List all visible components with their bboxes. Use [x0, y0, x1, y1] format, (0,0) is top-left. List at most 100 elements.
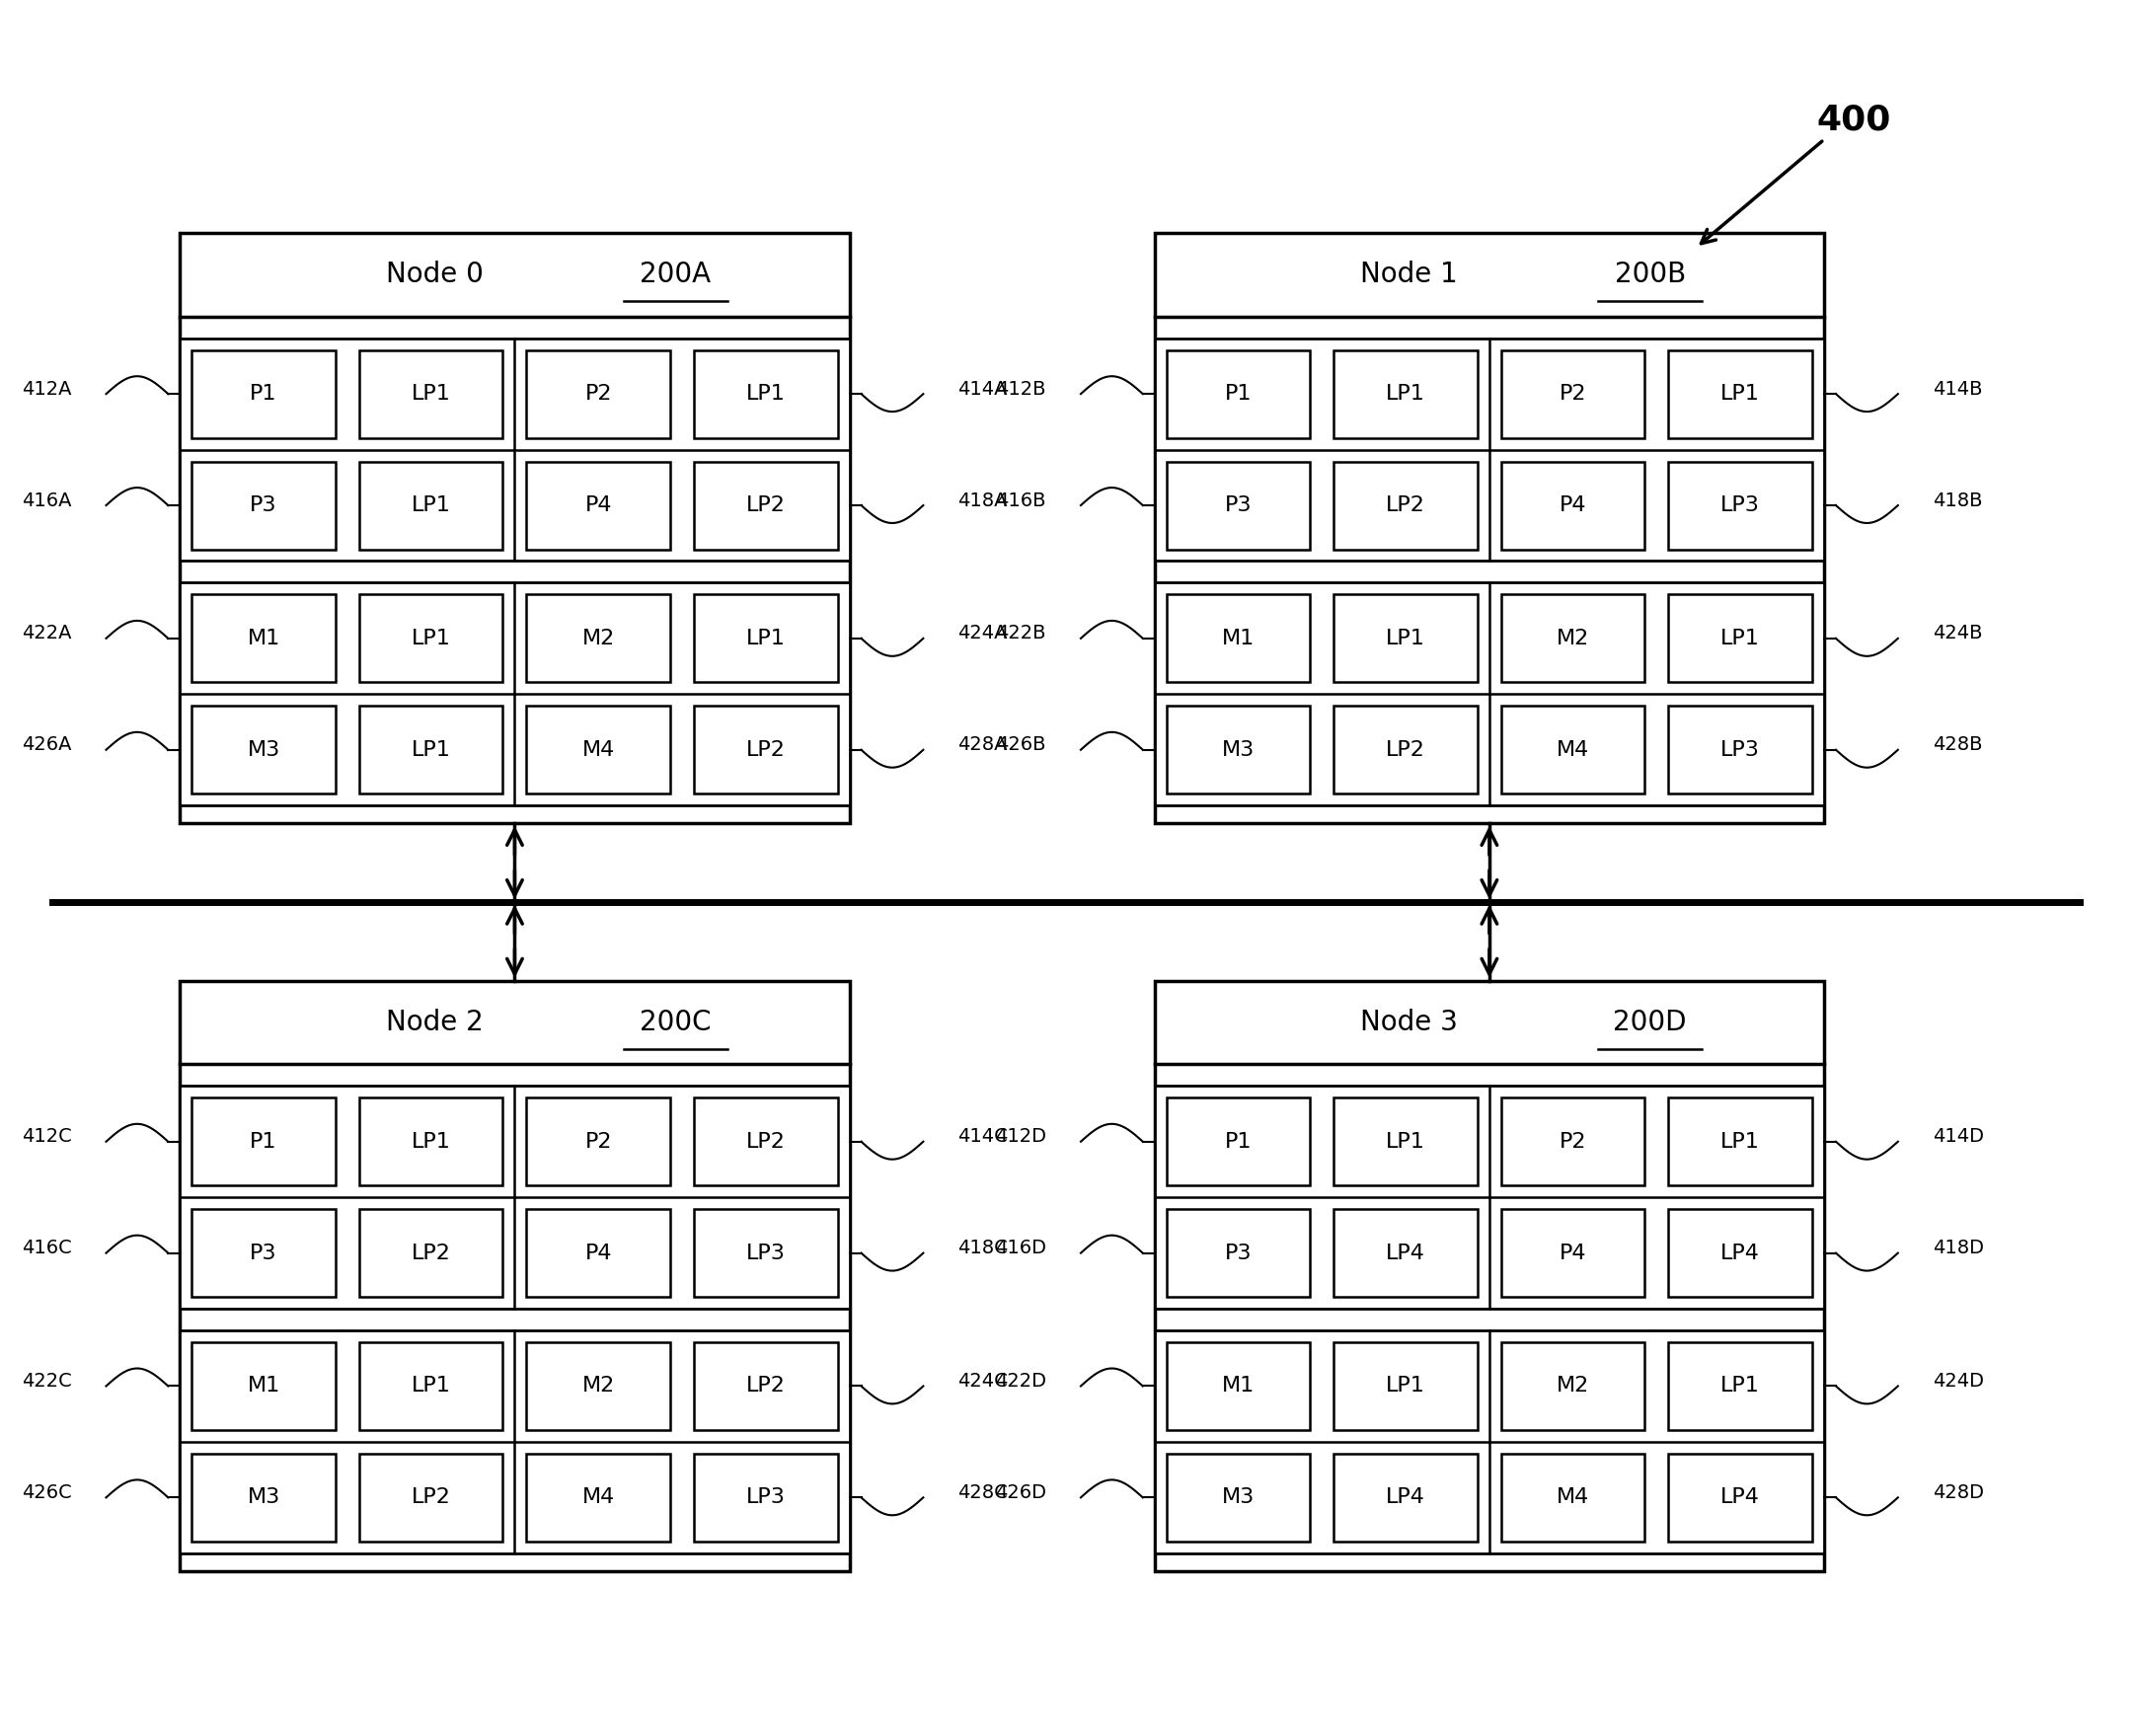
Bar	[1167, 1210, 1310, 1297]
Text: 426D: 426D	[994, 1483, 1046, 1502]
Text: LP1: LP1	[412, 495, 450, 516]
Bar	[359, 594, 504, 682]
Text: 424A: 424A	[958, 625, 1007, 642]
Text: M1: M1	[248, 628, 280, 648]
Text: 418A: 418A	[958, 491, 1007, 510]
Bar	[694, 1210, 839, 1297]
Bar	[1334, 462, 1477, 549]
Bar	[694, 594, 839, 682]
Bar	[359, 1210, 504, 1297]
Bar	[1167, 1097, 1310, 1186]
Text: Node 3: Node 3	[1359, 1009, 1458, 1036]
Text: P4: P4	[1560, 1243, 1586, 1262]
Text: 414C: 414C	[958, 1127, 1007, 1146]
Text: LP1: LP1	[412, 1377, 450, 1396]
Text: LP1: LP1	[412, 1132, 450, 1151]
Text: 412D: 412D	[994, 1127, 1046, 1146]
Bar	[1669, 707, 1812, 793]
Bar	[1669, 594, 1812, 682]
Bar	[1500, 1453, 1645, 1542]
Bar	[1167, 594, 1310, 682]
Bar	[1154, 981, 1825, 1571]
Bar	[359, 462, 504, 549]
Text: 200B: 200B	[1615, 260, 1686, 288]
Bar	[179, 981, 849, 1571]
Text: 400: 400	[1816, 102, 1891, 137]
Text: M2: M2	[1556, 1377, 1590, 1396]
Bar	[179, 339, 849, 561]
Text: 412C: 412C	[21, 1127, 73, 1146]
Text: 412A: 412A	[21, 380, 73, 398]
Text: M1: M1	[1223, 628, 1255, 648]
Text: 422B: 422B	[997, 625, 1046, 642]
Text: LP4: LP4	[1720, 1243, 1761, 1262]
Text: 422C: 422C	[21, 1371, 73, 1391]
Text: 422A: 422A	[21, 625, 73, 642]
Text: 426B: 426B	[997, 736, 1046, 753]
Text: 416A: 416A	[21, 491, 73, 510]
Bar	[1154, 1087, 1825, 1309]
Text: LP1: LP1	[1385, 628, 1426, 648]
Text: M3: M3	[1223, 1488, 1255, 1507]
Text: M1: M1	[248, 1377, 280, 1396]
Bar	[1167, 1342, 1310, 1430]
Text: LP4: LP4	[1720, 1488, 1761, 1507]
Text: LP1: LP1	[1385, 1377, 1426, 1396]
Text: M4: M4	[583, 740, 615, 760]
Text: LP1: LP1	[1720, 384, 1761, 404]
Text: 416C: 416C	[21, 1240, 73, 1257]
Text: M4: M4	[583, 1488, 615, 1507]
Bar	[527, 594, 670, 682]
Text: P3: P3	[250, 495, 277, 516]
Text: M4: M4	[1556, 740, 1590, 760]
Text: P1: P1	[250, 384, 277, 404]
Text: LP3: LP3	[747, 1243, 785, 1262]
Bar	[694, 1342, 839, 1430]
Bar	[1669, 351, 1812, 437]
Text: LP1: LP1	[1385, 384, 1426, 404]
Text: P1: P1	[1225, 384, 1253, 404]
Text: LP4: LP4	[1385, 1488, 1426, 1507]
Text: LP2: LP2	[747, 1377, 785, 1396]
Text: LP1: LP1	[412, 740, 450, 760]
Text: P2: P2	[585, 384, 612, 404]
Bar	[694, 351, 839, 437]
Text: 418B: 418B	[1933, 491, 1982, 510]
Bar	[694, 707, 839, 793]
Text: M2: M2	[583, 628, 615, 648]
Bar	[192, 1210, 335, 1297]
Bar	[1500, 462, 1645, 549]
Text: LP1: LP1	[1720, 1377, 1761, 1396]
Bar	[1154, 233, 1825, 823]
Text: P2: P2	[1560, 384, 1586, 404]
Text: P2: P2	[1560, 1132, 1586, 1151]
Bar	[1669, 1097, 1812, 1186]
Bar	[179, 1330, 849, 1554]
Bar	[694, 462, 839, 549]
Bar	[527, 1097, 670, 1186]
Text: P4: P4	[585, 1243, 612, 1262]
Text: 424D: 424D	[1933, 1371, 1985, 1391]
Text: LP2: LP2	[747, 495, 785, 516]
Text: 428A: 428A	[958, 736, 1007, 753]
Bar	[1334, 351, 1477, 437]
Text: LP2: LP2	[747, 1132, 785, 1151]
Text: P1: P1	[250, 1132, 277, 1151]
Bar	[1500, 707, 1645, 793]
Text: 418C: 418C	[958, 1240, 1007, 1257]
Bar	[1334, 707, 1477, 793]
Bar	[1500, 1097, 1645, 1186]
Text: 418D: 418D	[1933, 1240, 1985, 1257]
Text: 414D: 414D	[1933, 1127, 1985, 1146]
Text: LP2: LP2	[412, 1243, 450, 1262]
Text: M1: M1	[1223, 1377, 1255, 1396]
Bar	[192, 1453, 335, 1542]
Text: 422D: 422D	[994, 1371, 1046, 1391]
Bar	[527, 462, 670, 549]
Text: Node 0: Node 0	[386, 260, 482, 288]
Bar	[1334, 1097, 1477, 1186]
Text: LP1: LP1	[1720, 1132, 1761, 1151]
Text: 200C: 200C	[640, 1009, 711, 1036]
Bar	[1167, 462, 1310, 549]
Text: P3: P3	[1225, 1243, 1253, 1262]
